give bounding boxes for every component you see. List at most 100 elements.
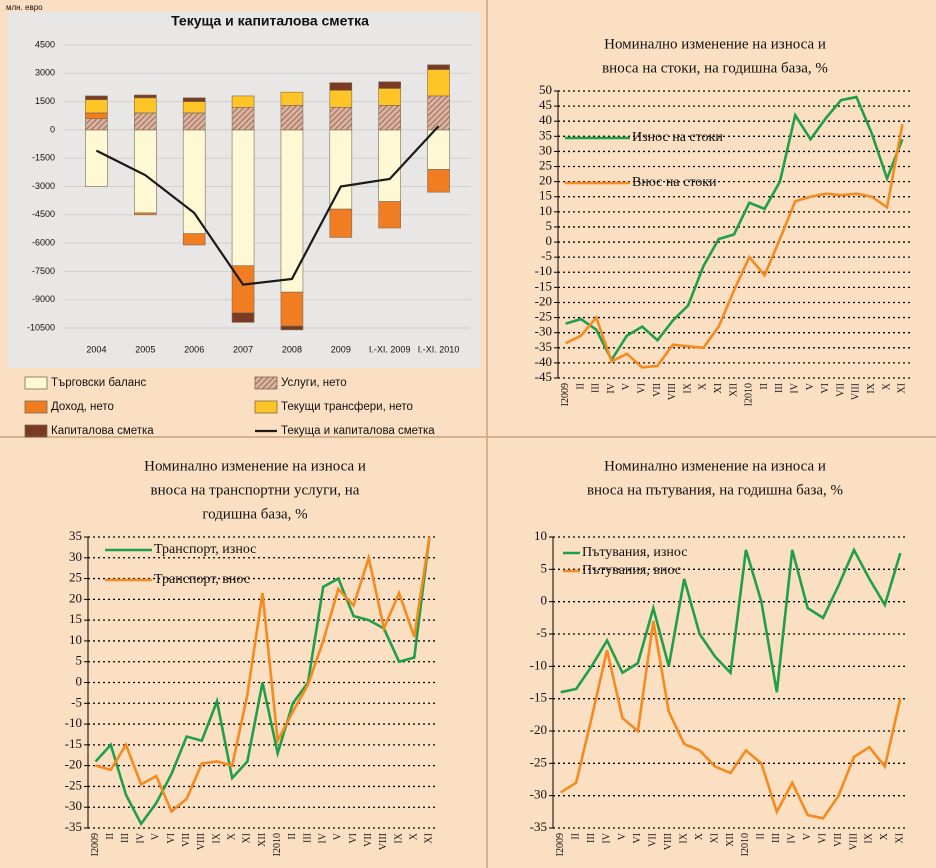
x-tick-label: XI <box>709 833 720 844</box>
y-tick-label: -20 <box>530 722 547 737</box>
x-tick-label: IX <box>864 832 875 843</box>
x-tick-label: III <box>120 833 131 843</box>
line <box>560 546 902 694</box>
x-tick-label: I2009 <box>560 383 571 406</box>
x-tick-label: 2006 <box>184 344 204 354</box>
x-tick-label: II <box>575 383 586 390</box>
x-tick-label: III <box>591 383 602 393</box>
y-tick-label: -3000 <box>32 181 55 191</box>
x-tick-label: II <box>759 383 770 390</box>
y-tick-label: 50 <box>539 82 552 97</box>
y-tick-label: 35 <box>69 528 82 543</box>
x-tick-label: V <box>802 832 813 840</box>
x-tick-label: VIII <box>848 833 859 850</box>
bar-segment <box>329 129 353 210</box>
bar-segment <box>85 118 108 131</box>
x-tick-label: 2007 <box>233 344 253 354</box>
x-tick-label: X <box>879 832 890 840</box>
x-tick-label: V <box>617 832 628 840</box>
line <box>95 536 431 814</box>
y-tick-label: -15 <box>65 736 82 751</box>
line <box>95 125 440 286</box>
bar-segment <box>378 81 401 89</box>
y-axis-label: млн. евро <box>6 3 43 12</box>
x-tick-label: X <box>694 832 705 840</box>
y-tick-label: 25 <box>69 570 82 585</box>
x-tick-label: VIII <box>667 383 678 400</box>
y-tick-label: 1500 <box>35 96 55 106</box>
legend-label: Транспорт, износ <box>154 542 256 557</box>
chart-title: годишна база, % <box>202 506 307 522</box>
bar-segment <box>280 325 304 331</box>
x-tick-label: V <box>333 832 344 840</box>
y-tick-label: -40 <box>535 354 552 369</box>
bar-segment <box>182 97 206 102</box>
chart-title: Номинално изменение на износа и <box>604 458 826 474</box>
bar-segment <box>231 95 255 108</box>
legend-label: Текущи трансфери, нето <box>281 401 413 413</box>
y-tick-label: 20 <box>539 173 552 188</box>
bar-segment <box>280 129 304 293</box>
line <box>565 123 904 369</box>
y-tick-label: -30 <box>535 324 552 339</box>
x-tick-label: XI <box>895 833 906 844</box>
x-tick-label: I.-XI. 2010 <box>418 344 460 354</box>
y-tick-label: 30 <box>539 142 552 157</box>
y-tick-label: -15 <box>530 690 547 705</box>
x-tick-label: XII <box>725 833 736 847</box>
legend-label: Капиталова сметка <box>51 425 154 437</box>
line <box>565 95 904 363</box>
legend-swatch <box>254 376 278 390</box>
bar-segment <box>85 95 108 101</box>
x-tick-label: IX <box>866 382 877 393</box>
x-tick-label: VI <box>820 383 831 394</box>
bar-segment <box>427 69 450 97</box>
x-tick-label: IX <box>393 832 404 843</box>
y-tick-label: -5 <box>71 694 82 709</box>
x-tick-label: VI <box>632 833 643 844</box>
y-tick-label: -25 <box>530 754 547 769</box>
y-tick-label: -45 <box>535 369 552 384</box>
bar-segment <box>231 129 255 267</box>
y-tick-label: -35 <box>65 819 82 834</box>
chart-title: вноса на стоки, на годишна база, % <box>602 60 828 76</box>
y-tick-label: -30 <box>65 798 82 813</box>
x-tick-label: I2009 <box>555 833 566 856</box>
x-tick-label: IV <box>606 382 617 393</box>
x-tick-label: IX <box>678 832 689 843</box>
legend-label: Услуги, нето <box>281 377 347 389</box>
x-tick-label: 2004 <box>86 344 106 354</box>
chart-title: Номинално изменение на износа и <box>604 36 826 52</box>
y-tick-label: -5 <box>541 248 552 263</box>
y-tick-label: -1500 <box>32 153 55 163</box>
x-tick-label: VIII <box>663 833 674 850</box>
bar-segment <box>378 129 401 202</box>
legend-swatch <box>254 400 278 414</box>
legend-label: Доход, нето <box>51 401 114 413</box>
y-tick-label: 40 <box>539 112 552 127</box>
y-tick-label: 4500 <box>35 39 55 49</box>
y-tick-label: 0 <box>50 124 55 134</box>
y-tick-label: -6000 <box>32 237 55 247</box>
bar-segment <box>182 233 206 246</box>
x-tick-label: IX <box>682 382 693 393</box>
bar-segment <box>134 97 157 114</box>
bar-segment <box>182 101 206 114</box>
x-tick-label: VII <box>648 833 659 847</box>
bar-segment <box>85 129 108 187</box>
x-tick-label: XI <box>424 833 435 844</box>
line <box>94 536 431 827</box>
y-tick-label: 0 <box>76 673 83 688</box>
x-tick-label: X <box>698 382 709 390</box>
x-tick-label: II <box>105 833 116 840</box>
legend-label: Пътувания, износ <box>582 545 687 560</box>
x-tick-label: III <box>774 383 785 393</box>
chart-title: Номинално изменение на износа и <box>144 458 366 474</box>
x-tick-label: 2008 <box>282 344 302 354</box>
y-tick-label: -25 <box>535 309 552 324</box>
x-tick-label: IV <box>601 832 612 843</box>
y-tick-label: -35 <box>530 819 547 834</box>
x-tick-label: II <box>570 833 581 840</box>
y-tick-label: 30 <box>69 549 82 564</box>
legend-swatch <box>24 400 48 414</box>
